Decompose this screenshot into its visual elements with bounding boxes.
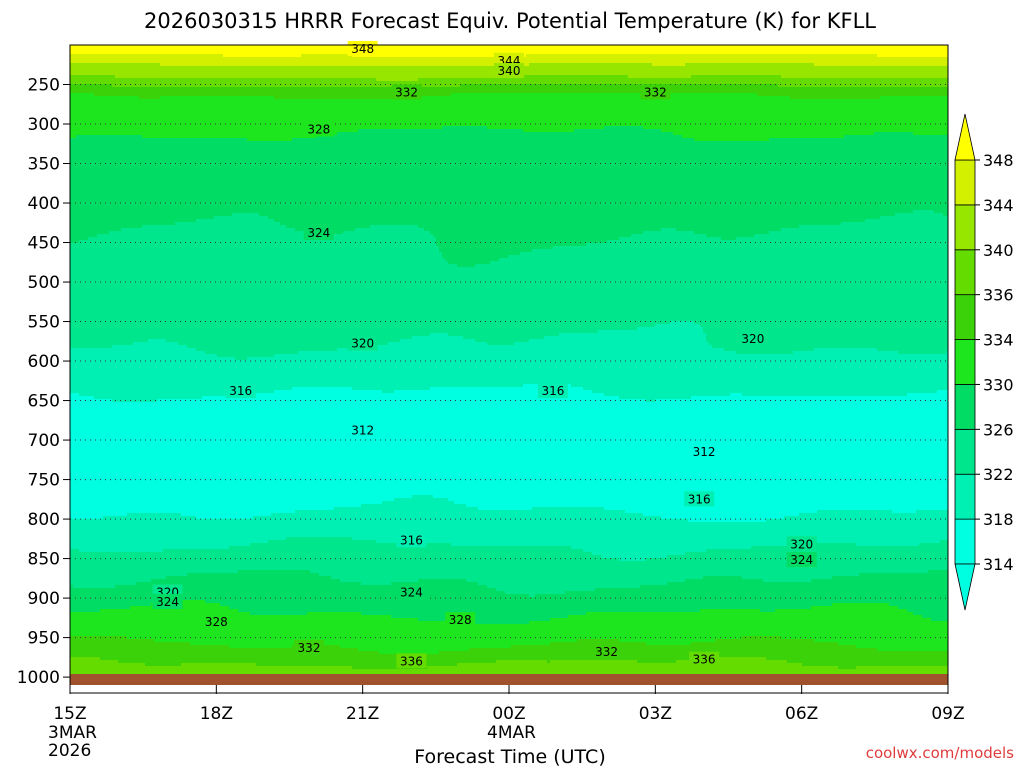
y-tick-label-600: 600	[28, 352, 60, 372]
contour-label: 336	[693, 653, 716, 667]
x-tick-label-06Z: 06Z	[785, 704, 818, 724]
colorbar-label-334: 334	[983, 331, 1014, 350]
contour-label: 328	[205, 615, 228, 629]
y-tick-label-850: 850	[28, 550, 60, 570]
contour-label: 336	[400, 654, 423, 668]
y-tick-label-650: 650	[28, 392, 60, 412]
contour-label: 324	[156, 595, 179, 609]
colorbar-label-330: 330	[983, 375, 1014, 394]
ground-surface	[70, 674, 948, 685]
colorbar-label-318: 318	[983, 510, 1014, 529]
contour-label: 316	[541, 384, 564, 398]
colorbar-segment	[955, 384, 975, 429]
y-axis: 250 300 350 400 450 500 550 600 650 700 750 800 850 9…	[17, 76, 70, 689]
contour-label: 328	[307, 123, 330, 137]
credit-text[interactable]: coolwx.com/models	[866, 744, 1014, 762]
y-tick-label-750: 750	[28, 471, 60, 491]
y-tick-label-300: 300	[28, 115, 60, 135]
y-tick-label-400: 400	[28, 194, 60, 214]
colorbar-segment	[955, 429, 975, 474]
contour-label: 312	[693, 445, 716, 459]
x-tick-label-03Z: 03Z	[639, 704, 672, 724]
colorbar-label-326: 326	[983, 420, 1014, 439]
colorbar-label-344: 344	[983, 196, 1014, 215]
contour-label: 320	[790, 537, 813, 551]
contour-label: 320	[351, 337, 374, 351]
colorbar-label-314: 314	[983, 555, 1014, 574]
y-tick-label-450: 450	[28, 234, 60, 254]
colorbar-segment	[955, 160, 975, 205]
colorbar: 314 318 322 326 330 334 336 340 344 348	[955, 114, 1014, 610]
contour-label: 316	[688, 492, 711, 506]
x-tick-sublabel: 4MAR	[487, 723, 536, 743]
contour-label: 316	[400, 533, 423, 547]
contour-label: 340	[498, 64, 521, 78]
x-tick-sublabel: 3MAR	[48, 723, 97, 743]
y-tick-label-800: 800	[28, 510, 60, 530]
contour-label: 332	[595, 645, 618, 659]
colorbar-segment	[955, 250, 975, 295]
colorbar-segment	[955, 474, 975, 519]
contour-label: 332	[298, 641, 321, 655]
y-tick-label-500: 500	[28, 273, 60, 293]
colorbar-label-336: 336	[983, 286, 1014, 305]
x-tick-label-00Z: 00Z	[492, 704, 525, 724]
contour-label: 320	[741, 332, 764, 346]
x-tick-label-09Z: 09Z	[931, 704, 964, 724]
contour-label: 324	[307, 226, 330, 240]
y-tick-label-700: 700	[28, 431, 60, 451]
x-tick-label-18Z: 18Z	[200, 704, 233, 724]
colorbar-label-348: 348	[983, 151, 1014, 170]
contour-label: 312	[351, 424, 374, 438]
colorbar-segment	[955, 205, 975, 250]
contour-label: 332	[395, 85, 418, 99]
contour-label: 324	[400, 586, 423, 600]
colorbar-max-arrow	[955, 114, 975, 160]
contour-label: 316	[229, 384, 252, 398]
cross-section-chart: 2026030315 HRRR Forecast Equiv. Potentia…	[0, 0, 1024, 768]
y-tick-label-250: 250	[28, 76, 60, 96]
colorbar-label-340: 340	[983, 241, 1014, 260]
colorbar-segment	[955, 295, 975, 340]
theta-e-fill	[70, 45, 950, 688]
colorbar-label-322: 322	[983, 465, 1014, 484]
colorbar-min-arrow	[955, 564, 975, 610]
y-tick-label-550: 550	[28, 313, 60, 333]
chart-title: 2026030315 HRRR Forecast Equiv. Potentia…	[144, 9, 876, 33]
x-tick-label-21Z: 21Z	[346, 704, 379, 724]
colorbar-segment	[955, 340, 975, 385]
y-tick-label-1000: 1000	[17, 668, 60, 688]
y-tick-label-900: 900	[28, 589, 60, 609]
y-tick-label-950: 950	[28, 629, 60, 649]
colorbar-segment	[955, 519, 975, 564]
contour-label: 324	[790, 553, 813, 567]
contour-label: 348	[351, 42, 374, 56]
x-tick-label-15Z: 15Z	[53, 704, 86, 724]
contour-label: 332	[644, 85, 667, 99]
contour-label: 328	[449, 613, 472, 627]
y-tick-label-350: 350	[28, 155, 60, 175]
x-axis-title: Forecast Time (UTC)	[414, 746, 605, 768]
x-tick-sublabel: 2026	[48, 741, 91, 761]
